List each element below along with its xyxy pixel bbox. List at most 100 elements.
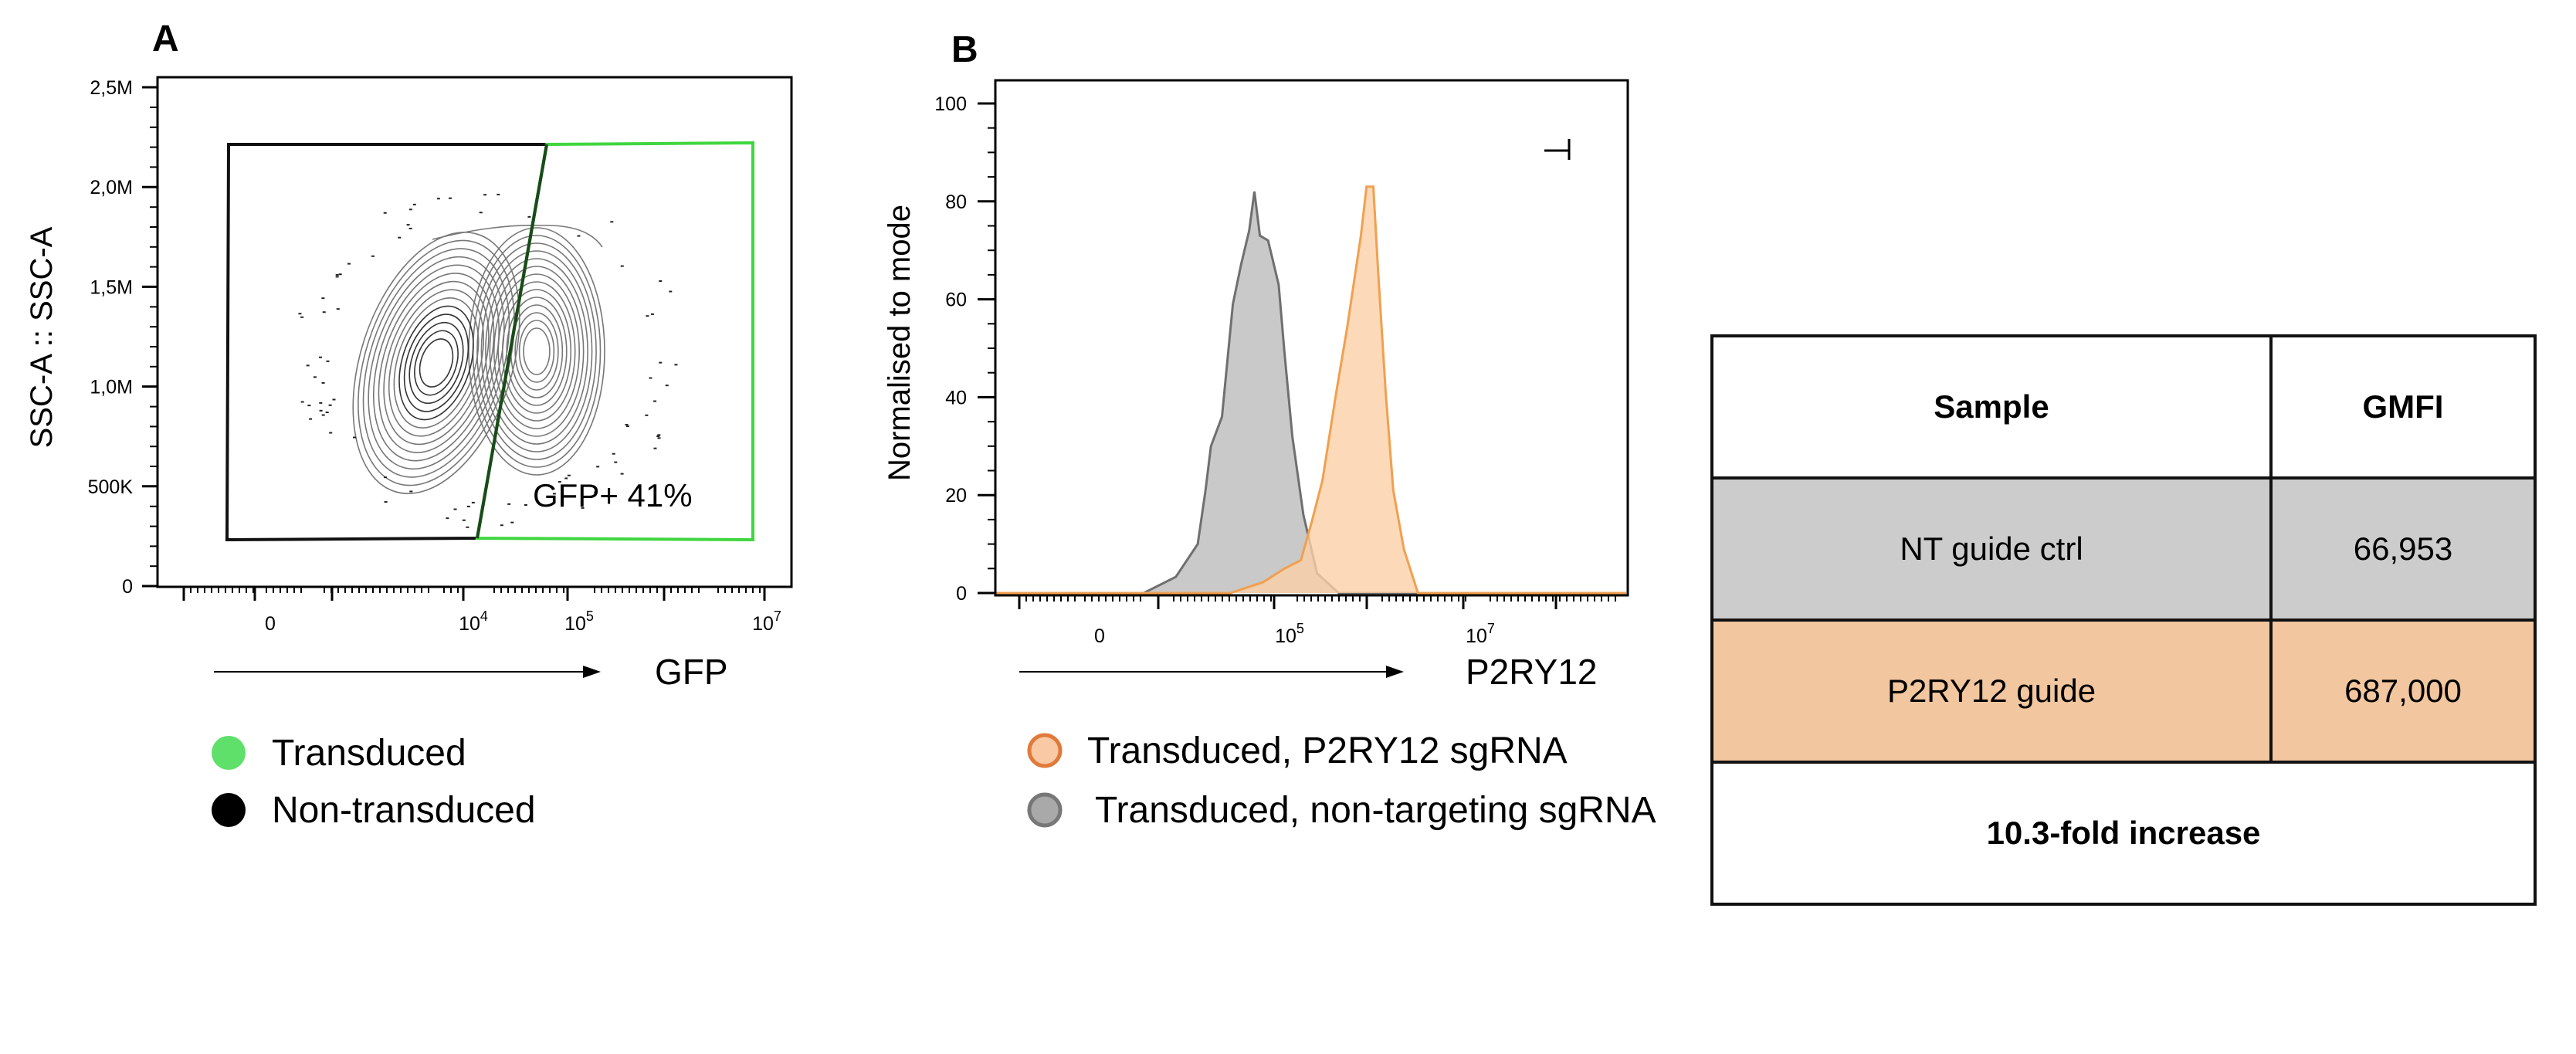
- event-dot: [650, 313, 654, 315]
- event-dot: [319, 409, 323, 412]
- event-dot: [309, 418, 313, 420]
- event-dot: [581, 507, 585, 509]
- y-tick-label: 2,0M: [90, 177, 133, 198]
- event-dot: [594, 491, 598, 493]
- event-dot: [336, 308, 340, 310]
- event-dot: [338, 273, 342, 276]
- histogram-fill-p2ry12: [996, 186, 1626, 594]
- event-dot: [620, 473, 624, 475]
- header-sample: Sample: [1710, 334, 2273, 480]
- x-tick-label: 0: [265, 613, 276, 635]
- event-dot: [665, 385, 669, 387]
- event-dot: [507, 503, 511, 505]
- event-dot: [656, 435, 660, 438]
- table-row: P2RY12 guide 687,000: [1710, 619, 2537, 764]
- contour-line: [432, 225, 603, 248]
- range-gate-icon[interactable]: [1544, 139, 1571, 160]
- contour-line: [373, 264, 500, 462]
- event-dot: [657, 434, 661, 436]
- event-dot: [446, 517, 449, 520]
- event-dot: [347, 263, 351, 265]
- x-axis-b: 0 105 107: [1018, 595, 1616, 647]
- panel-a-label: A: [152, 19, 179, 59]
- event-dot: [313, 376, 317, 378]
- event-dot: [383, 212, 387, 214]
- y-tick-label: 0: [122, 576, 133, 598]
- contour-line: [388, 289, 485, 437]
- event-dot: [371, 255, 375, 257]
- event-dot: [353, 436, 357, 439]
- event-dot: [471, 501, 475, 503]
- event-dot: [306, 364, 310, 367]
- gmfi-table: Sample GMFI NT guide ctrl 66,953 P2RY12 …: [1710, 334, 2537, 906]
- contour-line: [419, 338, 454, 388]
- contour-line: [414, 330, 459, 396]
- event-dot: [479, 212, 483, 214]
- event-dot: [674, 364, 678, 366]
- event-dot: [657, 437, 661, 439]
- x-tick-label: 105: [564, 608, 594, 635]
- contour-line: [368, 256, 505, 470]
- contour-line: [362, 248, 510, 478]
- header-gmfi: GMFI: [2269, 334, 2537, 480]
- event-dot: [335, 276, 339, 278]
- event-dot: [409, 490, 413, 493]
- event-dot: [322, 311, 326, 313]
- y-axis-a: 0 500K 1,0M 1,5M 2,0M 2,5M: [88, 77, 158, 598]
- event-dot: [625, 425, 629, 428]
- contour-line: [393, 297, 480, 429]
- y-tick-label: 0: [956, 583, 967, 605]
- histogram-line-nontargeting: [996, 191, 1626, 595]
- event-dot: [466, 526, 469, 528]
- contour-line: [480, 250, 593, 452]
- x-tick-label: 105: [1275, 621, 1304, 647]
- table-row: NT guide ctrl 66,953: [1710, 476, 2537, 622]
- y-tick-label: 2,5M: [90, 77, 133, 99]
- event-dot: [318, 356, 322, 358]
- contour-line: [510, 304, 564, 398]
- event-dot: [329, 432, 333, 434]
- event-dot: [659, 361, 663, 364]
- event-dot: [614, 461, 618, 463]
- event-dot: [577, 235, 581, 237]
- event-dot: [406, 224, 410, 226]
- event-dot: [448, 197, 452, 199]
- x-tick-label: 0: [1094, 625, 1105, 647]
- contour-line: [497, 281, 576, 422]
- event-dot: [436, 198, 440, 200]
- event-dot: [321, 414, 325, 416]
- x-axis-a-title: GFP: [655, 652, 728, 692]
- event-dot: [300, 316, 304, 318]
- gate-label: GFP+ 41%: [533, 477, 693, 513]
- cell-gmfi: 687,000: [2269, 619, 2537, 764]
- event-dot: [558, 481, 561, 483]
- contour-line: [501, 289, 572, 414]
- gate-divider: [476, 144, 548, 539]
- legend-nontargeting-dot-icon: [1027, 792, 1063, 828]
- y-tick-label: 40: [945, 387, 967, 408]
- y-tick-label: 100: [934, 93, 967, 115]
- panel-a: A 0 500K 1,0M 1,5M 2,0M 2,5M 0 104 105 107 GFP+ …: [25, 19, 793, 831]
- event-dot: [298, 313, 302, 315]
- contour-line: [378, 273, 495, 453]
- legend-p2ry12-dot-icon: [1027, 733, 1063, 768]
- contour-line: [383, 280, 490, 446]
- event-dot: [321, 297, 325, 300]
- y-axis-a-title: SSC-A :: SSC-A: [25, 226, 59, 448]
- y-tick-label: 1,0M: [90, 377, 133, 398]
- y-tick-label: 80: [945, 191, 967, 213]
- fold-increase: 10.3-fold increase: [1710, 761, 2537, 906]
- event-dot: [564, 477, 568, 480]
- event-dot: [328, 404, 332, 406]
- event-dot: [408, 208, 412, 211]
- event-dot: [497, 193, 500, 195]
- cell-sample: P2RY12 guide: [1710, 619, 2273, 764]
- event-dot: [483, 194, 487, 196]
- x-tick-label: 107: [1466, 621, 1495, 647]
- event-dot: [552, 493, 556, 495]
- event-dot: [612, 452, 615, 455]
- event-dot: [453, 508, 457, 510]
- histogram-line-p2ry12: [996, 185, 1626, 595]
- x-tick-label: 107: [752, 608, 781, 635]
- event-dot: [326, 360, 330, 362]
